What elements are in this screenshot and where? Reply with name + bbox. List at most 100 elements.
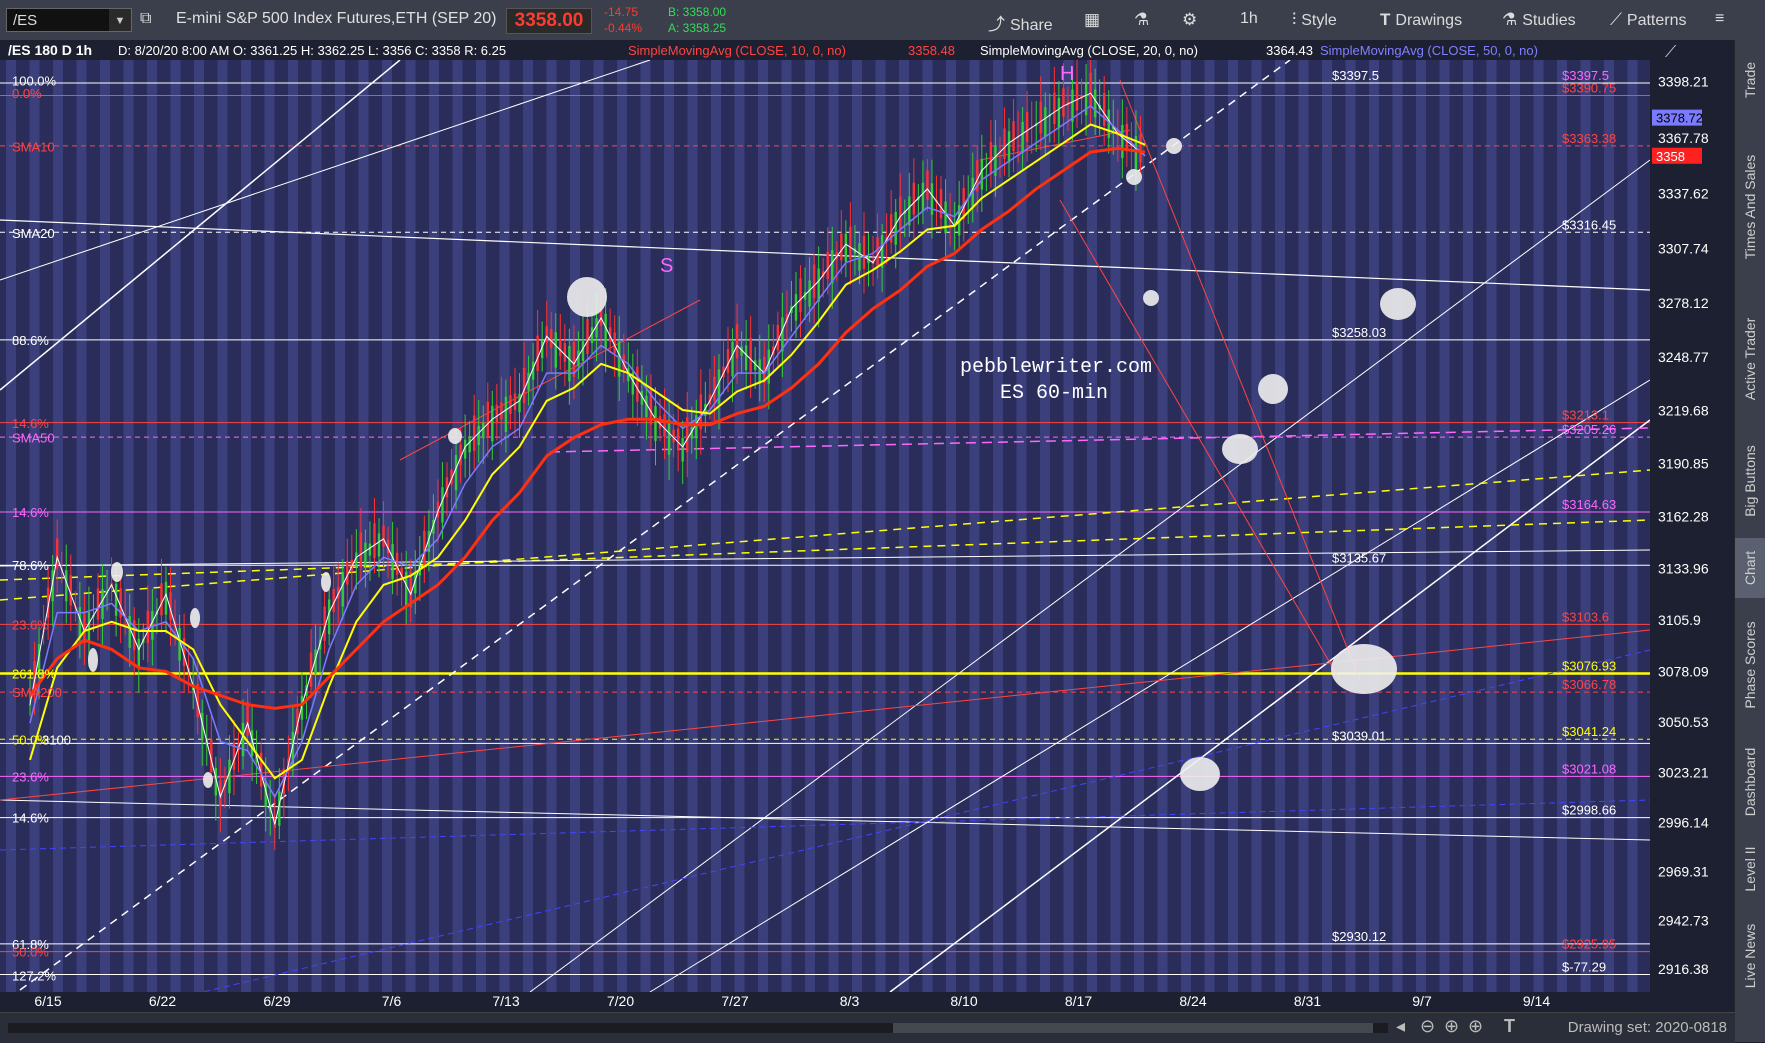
patterns-button[interactable]: ⟋ Patterns	[1610, 10, 1687, 29]
candle-body	[1039, 101, 1042, 134]
candle-body	[989, 142, 993, 173]
price-tick-label: 3219.68	[1658, 403, 1709, 419]
time-tick-label: 8/3	[840, 993, 860, 1009]
candle-body	[368, 543, 372, 556]
text-tool-icon[interactable]: T	[1504, 1016, 1515, 1036]
tab-times-and-sales[interactable]: Times And Sales	[1742, 154, 1758, 260]
level-percent-label: 14.6%	[12, 505, 49, 520]
candle-body	[96, 588, 100, 620]
candle-body	[1062, 88, 1065, 117]
session-stripe	[1369, 60, 1379, 992]
tab-chart[interactable]: Chart	[1735, 538, 1765, 598]
candle-body	[572, 341, 576, 378]
level-price-label: $-77.29	[1562, 960, 1606, 975]
candle-body	[382, 525, 385, 547]
price-tick-label: 3278.12	[1658, 295, 1709, 311]
tab-phase-scores[interactable]: Phase Scores	[1742, 621, 1758, 709]
candle-body	[232, 743, 236, 770]
trend-line	[529, 159, 1651, 993]
candle-body	[37, 643, 41, 675]
candle-body	[468, 436, 471, 453]
candle-body	[1121, 124, 1124, 159]
drawing-set-label[interactable]: Drawing set: 2020-0818	[1567, 1019, 1727, 1036]
symbol-link-icon[interactable]: ⧉	[140, 10, 152, 27]
pattern-icon: ⟋	[1610, 10, 1622, 29]
level-price-label: $3363.38	[1562, 131, 1616, 146]
session-stripe	[1533, 60, 1544, 992]
session-stripe	[1322, 60, 1332, 992]
candle-body	[559, 339, 562, 357]
chart-settings-button[interactable]: ▦	[1084, 10, 1105, 30]
level-percent-label: 0.0%	[12, 86, 42, 101]
share-button[interactable]: ⤴ Share	[988, 15, 1053, 34]
drawings-button[interactable]: T Drawings	[1380, 10, 1463, 29]
timeframe-button[interactable]: 1h	[1240, 10, 1258, 27]
time-tick-label: 9/7	[1412, 993, 1432, 1009]
scrollbar-thumb[interactable]	[893, 1023, 1373, 1033]
candle-body	[327, 599, 331, 635]
level-price-label: $3041.24	[1562, 724, 1616, 739]
sma10-label: SimpleMovingAvg (CLOSE, 10, 0, no)	[628, 43, 846, 58]
settings-button[interactable]: ⚙	[1182, 10, 1202, 30]
studies-flask-button[interactable]: ⚗	[1134, 10, 1154, 30]
symbol-selector[interactable]: /ES ▼	[6, 8, 132, 32]
session-stripe	[1228, 60, 1238, 992]
zoom-out-icon[interactable]: ⊖	[1420, 1016, 1436, 1036]
marker-ellipse	[111, 562, 123, 582]
candle-body	[658, 416, 662, 429]
candle-body	[291, 731, 295, 766]
candle-body	[690, 427, 693, 439]
candle-body	[377, 533, 381, 557]
tab-big-buttons[interactable]: Big Buttons	[1742, 445, 1758, 517]
studies-button[interactable]: ⚗ Studies	[1502, 10, 1576, 29]
level-price-label: $3258.03	[1332, 325, 1386, 340]
level-price-label: $3135.67	[1332, 550, 1386, 565]
auto-scale-icon[interactable]: ⟋	[1665, 44, 1677, 61]
price-chart[interactable]: $3397.5 $3397.5$3390.75$3363.38$3316.45$3…	[0, 40, 1735, 1012]
candle-body	[309, 652, 313, 687]
price-axis[interactable]	[1650, 40, 1735, 992]
tab-dashboard[interactable]: Dashboard	[1742, 747, 1758, 817]
price-tick-label: 3105.9	[1658, 612, 1701, 628]
candle-body	[522, 367, 526, 404]
price-tick-label: 3307.74	[1658, 240, 1709, 256]
chevron-down-icon[interactable]: ▼	[109, 9, 131, 31]
crosshair-icon[interactable]: ⊕	[1444, 1016, 1460, 1036]
price-tag-bg	[1652, 109, 1702, 126]
marker-ellipse	[1380, 288, 1416, 320]
tab-active-trader[interactable]: Active Trader	[1742, 317, 1758, 401]
trend-line	[0, 59, 651, 281]
candle-body	[645, 395, 648, 418]
candle-body	[894, 211, 897, 245]
candle-body	[844, 233, 848, 262]
session-stripe	[29, 60, 40, 992]
tab-trade[interactable]: Trade	[1742, 61, 1758, 99]
candle-body	[445, 477, 449, 498]
candle-body	[758, 359, 761, 384]
session-stripe	[1439, 60, 1450, 992]
zoom-in-icon[interactable]: ⊕	[1468, 1016, 1484, 1036]
time-tick-label: 7/13	[492, 993, 519, 1009]
time-axis[interactable]	[0, 992, 1650, 1012]
candle-body	[831, 250, 834, 284]
style-button[interactable]: ⫶ Style	[1292, 10, 1337, 29]
horizontal-scrollbar[interactable]	[8, 1023, 1388, 1033]
tab-level-ii[interactable]: Level II	[1742, 846, 1758, 892]
level-price-label: $3164.63	[1562, 497, 1616, 512]
candle-body	[595, 318, 598, 338]
candle-body	[926, 170, 929, 201]
tab-live-news[interactable]: Live News	[1742, 923, 1758, 989]
session-stripe	[6, 60, 16, 992]
scroll-left-icon[interactable]: ◂	[1396, 1016, 1406, 1036]
time-tick-label: 8/24	[1179, 993, 1206, 1009]
price-tick-label: 2942.73	[1658, 913, 1709, 929]
time-axis-ticks: 6/15 6/22 6/29 7/6 7/13 7/20 7/27 8/3 8/10 8/17 8/…	[34, 993, 1550, 1009]
candle-body	[133, 620, 136, 650]
candle-body	[450, 469, 453, 485]
marker-ellipse	[190, 608, 200, 628]
session-stripe	[358, 60, 369, 992]
menu-icon[interactable]: ≡	[1715, 10, 1725, 27]
candle-body	[119, 588, 122, 618]
session-stripe	[1110, 60, 1121, 992]
price-tags: 3378.72 3358	[1652, 109, 1703, 164]
